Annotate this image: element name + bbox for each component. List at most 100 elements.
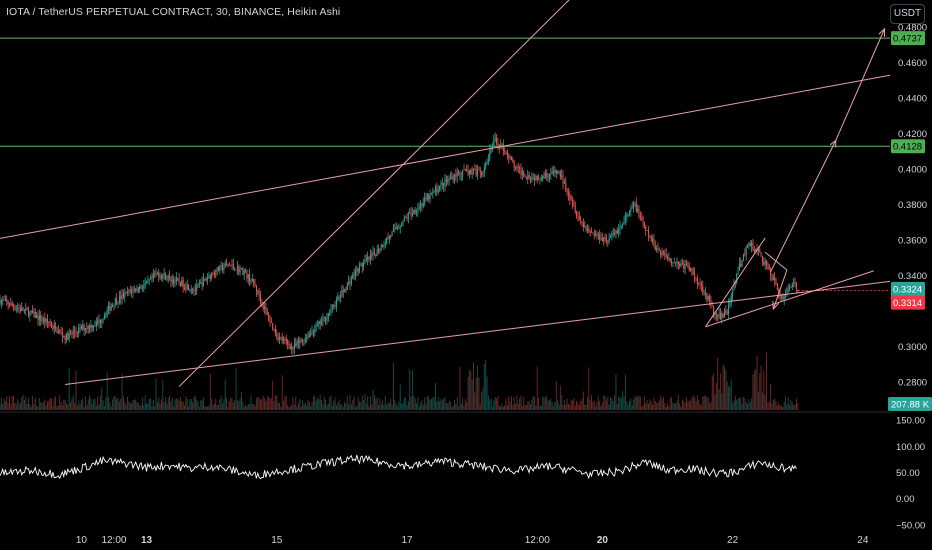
volume-bar <box>688 400 690 410</box>
volume-bar <box>306 405 308 410</box>
trendline[interactable] <box>178 0 572 387</box>
volume-bar <box>501 403 503 410</box>
candle-body <box>646 230 648 231</box>
volume-bar <box>633 399 635 410</box>
candle-body <box>230 265 232 267</box>
volume-bar <box>344 401 346 410</box>
candle-body <box>637 208 639 212</box>
volume-bar <box>572 400 574 410</box>
volume-bar <box>696 395 698 410</box>
candle-body <box>13 305 15 308</box>
candle-body <box>109 305 111 311</box>
candle-body <box>165 273 167 281</box>
candle-body <box>576 212 578 216</box>
candle-body <box>235 270 237 272</box>
candle-body <box>510 156 512 160</box>
volume-bar <box>562 405 564 410</box>
candle-body <box>509 156 511 158</box>
volume-bar <box>3 398 5 410</box>
volume-bar <box>505 398 507 410</box>
candle-body <box>245 270 247 272</box>
volume-bar <box>87 399 89 410</box>
volume-bar <box>745 402 747 410</box>
candle-body <box>8 304 10 306</box>
candle-body <box>131 291 133 293</box>
volume-bar <box>55 396 57 410</box>
volume-bar <box>588 367 590 410</box>
volume-bar <box>430 398 432 410</box>
volume-bar <box>703 395 705 410</box>
candle-body <box>127 291 129 293</box>
volume-bar <box>316 397 318 410</box>
volume-bar <box>150 398 152 410</box>
volume-bar <box>791 402 793 410</box>
candle-body <box>475 170 477 176</box>
volume-bar <box>661 399 663 410</box>
candle-body <box>513 162 515 168</box>
candle-body <box>3 300 5 301</box>
oscillator-line[interactable] <box>0 454 797 480</box>
volume-bar <box>464 399 466 410</box>
volume-bar <box>577 402 579 410</box>
candle-body <box>368 256 370 260</box>
volume-bar <box>129 402 131 410</box>
candle-body <box>726 312 728 315</box>
candle-body <box>349 281 351 284</box>
candle-body <box>350 278 352 284</box>
candle-body <box>34 311 36 318</box>
candle-body <box>489 149 491 160</box>
volume-bar <box>300 406 302 410</box>
arrow-path[interactable] <box>770 28 886 273</box>
candle-body <box>2 300 4 301</box>
trendline[interactable] <box>0 74 891 239</box>
volume-bar <box>618 397 620 410</box>
price-tick-label: 0.3400 <box>898 271 927 282</box>
volume-bar <box>387 402 389 410</box>
candle-body <box>691 268 693 273</box>
volume-bar <box>386 404 388 410</box>
candle-body <box>669 258 671 262</box>
volume-bar <box>350 404 352 410</box>
volume-bar <box>200 400 202 410</box>
candle-body <box>548 174 550 178</box>
candle-body <box>171 279 173 282</box>
candle-body <box>768 265 770 270</box>
candle-body <box>53 325 55 329</box>
volume-bar <box>212 404 214 410</box>
trendline[interactable] <box>65 280 891 385</box>
volume-bar <box>143 405 145 410</box>
volume-bar <box>278 402 280 410</box>
candle-body <box>10 303 12 306</box>
volume-bar <box>475 378 477 410</box>
candle-body <box>574 205 576 213</box>
volume-bar <box>314 395 316 410</box>
candle-body <box>778 290 780 294</box>
candle-body <box>37 315 39 320</box>
volume-bar <box>451 406 453 410</box>
volume-bar <box>170 401 172 410</box>
candle-body <box>667 256 668 259</box>
candle-body <box>501 144 503 146</box>
trendline[interactable] <box>705 270 874 328</box>
candle-body <box>623 219 625 224</box>
volume-bar <box>759 372 761 410</box>
arrow-path[interactable] <box>764 251 788 310</box>
candle-body <box>90 324 92 329</box>
candle-body <box>335 299 337 307</box>
volume-bar <box>330 395 332 410</box>
volume-bar <box>185 396 187 410</box>
volume-bar <box>601 402 603 410</box>
price-badge-bg <box>891 31 925 46</box>
volume-bar <box>37 406 39 410</box>
trendline[interactable] <box>705 237 766 328</box>
currency-button[interactable]: USDT <box>890 4 925 24</box>
volume-bar <box>764 394 766 410</box>
volume-bar <box>190 398 192 410</box>
volume-bar <box>684 403 686 410</box>
candle-body <box>633 204 635 208</box>
volume-bar <box>61 405 63 410</box>
candle-body <box>311 331 313 333</box>
volume-bar <box>585 404 587 410</box>
volume-bar <box>611 398 613 410</box>
